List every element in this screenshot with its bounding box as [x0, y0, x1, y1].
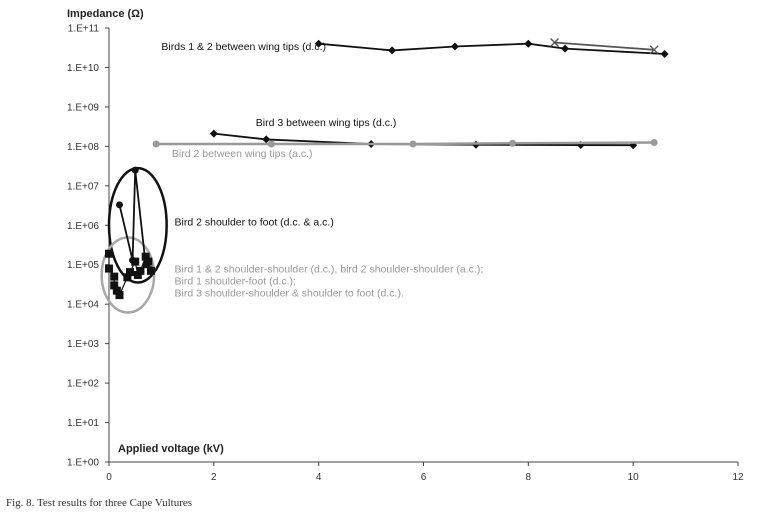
data-point	[267, 140, 275, 148]
data-point	[388, 46, 397, 55]
series-line	[318, 42, 665, 55]
y-tick-label: 1.E+05	[67, 260, 99, 271]
y-tick-label: 1.E+00	[67, 458, 99, 469]
data-point	[314, 39, 323, 48]
data-point	[550, 37, 560, 47]
series-5	[105, 249, 155, 300]
y-tick-label: 1.E+06	[67, 221, 99, 232]
data-point	[110, 281, 119, 290]
data-point	[524, 39, 533, 48]
x-tick-label: 2	[211, 472, 217, 483]
y-tick-label: 1.E+02	[67, 379, 99, 390]
y-axis-label: Impedance (Ω)	[67, 8, 144, 20]
data-point	[125, 268, 134, 277]
series-annotation: Bird 3 shoulder-shoulder & shoulder to f…	[175, 288, 404, 300]
figure-caption: Fig. 8. Test results for three Cape Vult…	[6, 497, 193, 509]
data-point	[141, 252, 150, 261]
x-tick-label: 0	[106, 472, 112, 483]
data-point	[650, 139, 658, 147]
data-point	[152, 140, 160, 148]
y-tick-label: 1.E+10	[67, 63, 99, 74]
series-1	[550, 37, 659, 55]
y-tick-labels: 1.E+00 1.E+01 1.E+02 1.E+03 1.E+04 1.E+05 1.E+…	[67, 24, 109, 469]
series-3	[152, 139, 658, 148]
data-point	[649, 45, 659, 55]
series-group	[105, 37, 669, 300]
x-tick-label: 12	[732, 472, 744, 483]
data-point	[105, 264, 113, 273]
series-annotation: Bird 2 between wing tips (a.c.)	[172, 148, 313, 160]
y-tick-label: 1.E+07	[67, 181, 99, 192]
data-point	[115, 291, 124, 300]
data-point	[110, 272, 119, 281]
x-tick-label: 6	[421, 472, 427, 483]
x-tick-label: 10	[628, 472, 640, 483]
data-point	[450, 42, 459, 51]
y-tick-label: 1.E+09	[67, 102, 99, 113]
x-tick-labels: 0 2 4 6 8 10 12	[106, 462, 744, 483]
data-point	[131, 257, 140, 266]
data-point	[131, 166, 139, 174]
series-annotation: Bird 1 shoulder-foot (d.c.);	[175, 275, 296, 287]
data-point	[660, 49, 669, 58]
series-line	[554, 41, 655, 51]
data-point	[115, 201, 123, 209]
axes-group	[108, 28, 738, 463]
y-tick-label: 1.E+04	[67, 300, 99, 311]
x-tick-label: 4	[316, 472, 322, 483]
data-point	[112, 286, 121, 295]
data-point	[136, 266, 145, 275]
series-annotation: Bird 1 & 2 shoulder-shoulder (d.c.), bir…	[175, 264, 484, 276]
data-point	[105, 249, 113, 258]
y-tick-label: 1.E+08	[67, 142, 99, 153]
series-annotation: Birds 1 & 2 between wing tips (d.c.)	[161, 41, 326, 53]
series-line	[156, 141, 655, 146]
x-tick-label: 8	[526, 472, 532, 483]
y-tick-label: 1.E+01	[67, 418, 99, 429]
data-point	[561, 44, 570, 53]
series-annotation: Bird 2 shoulder to foot (d.c. & a.c.)	[175, 216, 334, 228]
data-point	[146, 266, 155, 275]
data-point	[409, 140, 417, 148]
annotations-group: Birds 1 & 2 between wing tips (d.c.) Bird…	[161, 41, 483, 300]
y-tick-label: 1.E+11	[68, 24, 100, 35]
data-point	[209, 129, 218, 138]
data-point	[262, 135, 271, 144]
data-point	[144, 257, 153, 266]
data-point	[509, 139, 517, 147]
data-point	[123, 273, 132, 282]
data-point	[133, 270, 142, 279]
series-annotation: Bird 3 between wing tips (d.c.)	[256, 117, 397, 129]
series-0	[314, 39, 669, 58]
y-tick-label: 1.E+03	[67, 339, 99, 350]
x-axis-label: Applied voltage (kV)	[118, 443, 224, 455]
